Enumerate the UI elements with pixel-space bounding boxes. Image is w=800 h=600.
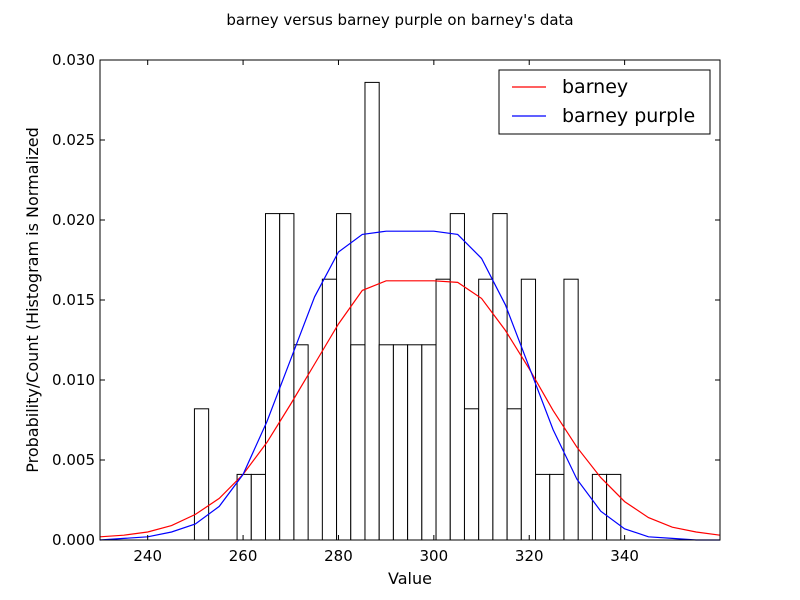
histogram-bar	[606, 473, 622, 541]
histogram-bar	[563, 278, 579, 541]
histogram-bar	[250, 473, 266, 541]
histogram-bar	[506, 408, 522, 541]
y-axis: 0.000 0.005 0.010 0.015 0.020 0.025 0.030	[52, 51, 720, 549]
x-tick-label: 320	[515, 547, 544, 565]
histogram-bar	[264, 213, 281, 541]
histogram-bar	[463, 408, 480, 541]
y-tick-label: 0.030	[52, 51, 95, 69]
histogram-bar	[435, 278, 451, 541]
series-line-barney	[99, 280, 721, 538]
y-tick-label: 0.025	[52, 131, 95, 149]
x-tick-label: 300	[420, 547, 449, 565]
legend: barney barney purple	[498, 69, 711, 135]
histogram-bar	[535, 473, 551, 541]
histogram-bar	[421, 344, 437, 541]
series-line-barney-purple	[99, 230, 720, 541]
chart-title: barney versus barney purple on barney's …	[226, 11, 573, 29]
y-tick-label: 0.015	[52, 291, 95, 309]
histogram-bar	[392, 344, 409, 541]
x-tick-label: 240	[133, 547, 162, 565]
histogram-bar	[478, 278, 494, 541]
x-axis-label: Value	[388, 569, 432, 588]
x-axis: 240 260 280 300 320 340	[133, 60, 639, 565]
x-tick-label: 340	[610, 547, 639, 565]
histogram-bar	[449, 213, 465, 541]
histogram-layer	[193, 81, 622, 541]
legend-label-barney: barney	[562, 76, 628, 98]
histogram-bar	[407, 344, 423, 541]
histogram-bar	[591, 473, 608, 541]
y-tick-label: 0.005	[52, 451, 95, 469]
y-tick-label: 0.010	[52, 371, 95, 389]
histogram-bar	[492, 213, 508, 541]
x-tick-label: 260	[229, 547, 258, 565]
histogram-bar	[378, 344, 394, 541]
histogram-bar	[293, 344, 309, 541]
y-axis-label: Probability/Count (Histogram is Normaliz…	[23, 127, 42, 473]
y-tick-label: 0.000	[52, 531, 95, 549]
legend-label-barney-purple: barney purple	[562, 105, 695, 127]
histogram-bar	[321, 278, 338, 541]
histogram-bar	[279, 213, 295, 541]
histogram-bar	[336, 213, 352, 541]
histogram-bar	[520, 278, 537, 541]
histogram-bar	[364, 81, 380, 541]
histogram-bar	[236, 473, 252, 541]
histogram-bar	[193, 408, 210, 541]
y-tick-label: 0.020	[52, 211, 95, 229]
histogram-bar	[350, 344, 366, 541]
x-tick-label: 280	[324, 547, 353, 565]
legend-frame	[498, 69, 711, 135]
histogram-bar	[549, 473, 565, 541]
curve-layer	[99, 230, 721, 541]
